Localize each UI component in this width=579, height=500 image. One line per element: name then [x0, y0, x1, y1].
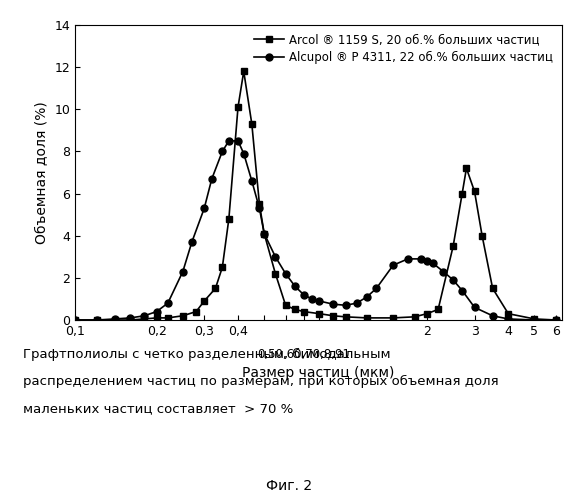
Arcol ® 1159 S, 20 об.% больших частиц	[390, 315, 397, 321]
Alcupol ® P 4311, 22 об.% больших частиц	[316, 298, 323, 304]
Alcupol ® P 4311, 22 об.% больших частиц	[282, 270, 289, 276]
Arcol ® 1159 S, 20 об.% больших частиц	[411, 314, 418, 320]
Line: Arcol ® 1159 S, 20 об.% больших частиц: Arcol ® 1159 S, 20 об.% больших частиц	[72, 68, 559, 324]
Alcupol ® P 4311, 22 об.% больших частиц	[179, 268, 186, 274]
X-axis label: Размер частиц (мкм): Размер частиц (мкм)	[242, 366, 395, 380]
Alcupol ® P 4311, 22 об.% больших частиц	[471, 304, 478, 310]
Alcupol ® P 4311, 22 об.% больших частиц	[208, 176, 215, 182]
Alcupol ® P 4311, 22 об.% больших частиц	[72, 317, 79, 323]
Arcol ® 1159 S, 20 об.% больших частиц	[364, 315, 371, 321]
Alcupol ® P 4311, 22 об.% больших частиц	[248, 178, 255, 184]
Arcol ® 1159 S, 20 об.% больших частиц	[212, 286, 219, 292]
Alcupol ® P 4311, 22 об.% больших частиц	[141, 313, 148, 319]
Alcupol ® P 4311, 22 об.% больших частиц	[353, 300, 360, 306]
Arcol ® 1159 S, 20 об.% больших частиц	[342, 314, 349, 320]
Arcol ® 1159 S, 20 об.% больших частиц	[282, 302, 289, 308]
Alcupol ® P 4311, 22 об.% больших частиц	[329, 301, 336, 307]
Alcupol ® P 4311, 22 об.% больших частиц	[127, 315, 134, 321]
Alcupol ® P 4311, 22 об.% больших частиц	[429, 260, 436, 266]
Y-axis label: Объемная доля (%): Объемная доля (%)	[35, 101, 49, 244]
Arcol ® 1159 S, 20 об.% больших частиц	[153, 315, 160, 321]
Alcupol ® P 4311, 22 об.% больших частиц	[111, 316, 118, 322]
Arcol ® 1159 S, 20 об.% больших частиц	[193, 308, 200, 314]
Alcupol ® P 4311, 22 об.% больших частиц	[240, 150, 247, 156]
Alcupol ® P 4311, 22 об.% больших частиц	[164, 300, 171, 306]
Arcol ® 1159 S, 20 об.% больших частиц	[471, 188, 478, 194]
Arcol ® 1159 S, 20 об.% больших частиц	[301, 308, 307, 314]
Alcupol ® P 4311, 22 об.% больших частиц	[272, 254, 279, 260]
Alcupol ® P 4311, 22 об.% больших частиц	[552, 317, 559, 323]
Alcupol ® P 4311, 22 об.% больших частиц	[219, 148, 226, 154]
Alcupol ® P 4311, 22 об.% больших частиц	[261, 230, 267, 236]
Arcol ® 1159 S, 20 об.% больших частиц	[219, 264, 226, 270]
Arcol ® 1159 S, 20 об.% больших частиц	[463, 166, 470, 172]
Alcupol ® P 4311, 22 об.% больших частиц	[459, 288, 466, 294]
Arcol ® 1159 S, 20 об.% больших частиц	[111, 317, 118, 323]
Arcol ® 1159 S, 20 об.% больших частиц	[225, 216, 232, 222]
Alcupol ® P 4311, 22 об.% больших частиц	[93, 317, 100, 323]
Alcupol ® P 4311, 22 об.% больших частиц	[531, 317, 538, 323]
Arcol ® 1159 S, 20 об.% больших частиц	[459, 190, 466, 196]
Text: Фиг. 2: Фиг. 2	[266, 478, 313, 492]
Alcupol ® P 4311, 22 об.% больших частиц	[423, 258, 430, 264]
Alcupol ® P 4311, 22 об.% больших частиц	[188, 239, 195, 245]
Text: распределением частиц по размерам, при которых объемная доля: распределением частиц по размерам, при к…	[23, 375, 499, 388]
Arcol ® 1159 S, 20 об.% больших частиц	[256, 201, 263, 207]
Text: 0,50,60,70,8,91: 0,50,60,70,8,91	[257, 348, 350, 361]
Alcupol ® P 4311, 22 об.% больших частиц	[309, 296, 316, 302]
Alcupol ® P 4311, 22 об.% больших частиц	[291, 284, 298, 290]
Alcupol ® P 4311, 22 об.% больших частиц	[373, 286, 380, 292]
Arcol ® 1159 S, 20 об.% больших частиц	[179, 313, 186, 319]
Arcol ® 1159 S, 20 об.% больших частиц	[164, 315, 171, 321]
Arcol ® 1159 S, 20 об.% больших частиц	[141, 316, 148, 322]
Alcupol ® P 4311, 22 об.% больших частиц	[225, 138, 232, 144]
Alcupol ® P 4311, 22 об.% больших частиц	[489, 313, 496, 319]
Text: маленьких частиц составляет  > 70 %: маленьких частиц составляет > 70 %	[23, 402, 294, 415]
Arcol ® 1159 S, 20 об.% больших частиц	[201, 298, 208, 304]
Alcupol ® P 4311, 22 об.% больших частиц	[505, 316, 512, 322]
Arcol ® 1159 S, 20 об.% больших частиц	[505, 310, 512, 316]
Alcupol ® P 4311, 22 об.% больших частиц	[301, 292, 307, 298]
Text: Графтполиолы с четко разделенным, бимодальным: Графтполиолы с четко разделенным, бимода…	[23, 348, 391, 360]
Arcol ® 1159 S, 20 об.% больших частиц	[248, 121, 255, 127]
Arcol ® 1159 S, 20 об.% больших частиц	[93, 317, 100, 323]
Arcol ® 1159 S, 20 об.% больших частиц	[127, 317, 134, 323]
Arcol ® 1159 S, 20 об.% больших частиц	[531, 316, 538, 322]
Arcol ® 1159 S, 20 об.% больших частиц	[316, 310, 323, 316]
Alcupol ® P 4311, 22 об.% больших частиц	[440, 268, 447, 274]
Arcol ® 1159 S, 20 об.% больших частиц	[479, 232, 486, 238]
Alcupol ® P 4311, 22 об.% больших частиц	[256, 206, 263, 212]
Arcol ® 1159 S, 20 об.% больших частиц	[261, 230, 267, 236]
Arcol ® 1159 S, 20 об.% больших частиц	[240, 68, 247, 74]
Alcupol ® P 4311, 22 об.% больших частиц	[234, 138, 241, 144]
Alcupol ® P 4311, 22 об.% больших частиц	[342, 302, 349, 308]
Alcupol ® P 4311, 22 об.% больших частиц	[404, 256, 411, 262]
Arcol ® 1159 S, 20 об.% больших частиц	[435, 306, 442, 312]
Arcol ® 1159 S, 20 об.% больших частиц	[234, 104, 241, 110]
Alcupol ® P 4311, 22 об.% больших частиц	[417, 256, 424, 262]
Arcol ® 1159 S, 20 об.% больших частиц	[489, 286, 496, 292]
Arcol ® 1159 S, 20 об.% больших частиц	[329, 313, 336, 319]
Arcol ® 1159 S, 20 об.% больших частиц	[450, 243, 457, 249]
Alcupol ® P 4311, 22 об.% больших частиц	[153, 308, 160, 314]
Line: Alcupol ® P 4311, 22 об.% больших частиц: Alcupol ® P 4311, 22 об.% больших частиц	[72, 138, 559, 324]
Arcol ® 1159 S, 20 об.% больших частиц	[272, 270, 279, 276]
Alcupol ® P 4311, 22 об.% больших частиц	[201, 206, 208, 212]
Legend: Arcol ® 1159 S, 20 об.% больших частиц, Alcupol ® P 4311, 22 об.% больших частиц: Arcol ® 1159 S, 20 об.% больших частиц, …	[252, 31, 556, 66]
Arcol ® 1159 S, 20 об.% больших частиц	[291, 306, 298, 312]
Arcol ® 1159 S, 20 об.% больших частиц	[423, 310, 430, 316]
Arcol ® 1159 S, 20 об.% больших частиц	[72, 317, 79, 323]
Alcupol ® P 4311, 22 об.% больших частиц	[390, 262, 397, 268]
Alcupol ® P 4311, 22 об.% больших частиц	[450, 277, 457, 283]
Alcupol ® P 4311, 22 об.% больших частиц	[364, 294, 371, 300]
Arcol ® 1159 S, 20 об.% больших частиц	[552, 317, 559, 323]
